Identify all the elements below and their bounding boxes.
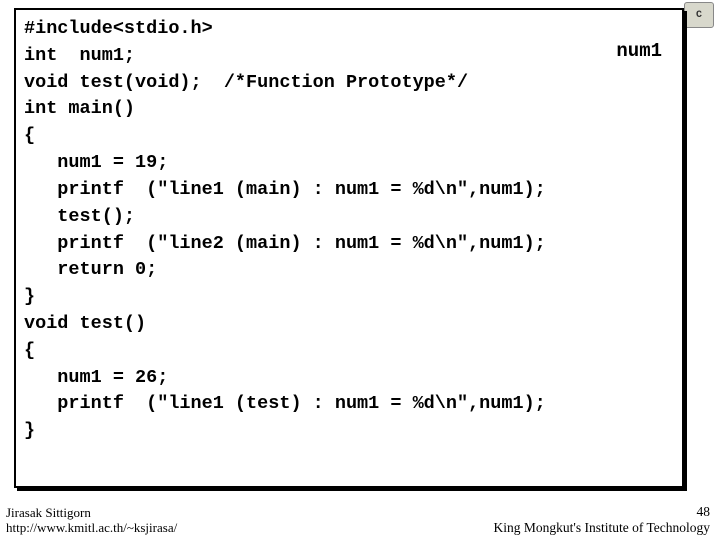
code-content: #include<stdio.h> int num1; void test(vo… — [24, 16, 674, 445]
footer-institution: King Mongkut's Institute of Technology — [494, 520, 710, 536]
footer-url: http://www.kmitl.ac.th/~ksjirasa/ — [6, 520, 177, 536]
annotation-num1: num1 — [612, 40, 666, 62]
footer-author: Jirasak Sittigorn — [6, 505, 177, 521]
footer-page-number: 48 — [494, 504, 710, 520]
code-block: #include<stdio.h> int num1; void test(vo… — [14, 8, 684, 488]
annotation-text: num1 — [616, 40, 662, 62]
footer-left: Jirasak Sittigorn http://www.kmitl.ac.th… — [6, 505, 177, 536]
language-badge-icon: C — [684, 2, 714, 28]
footer-right: 48 King Mongkut's Institute of Technolog… — [494, 504, 710, 536]
language-badge-label: C — [696, 10, 702, 21]
